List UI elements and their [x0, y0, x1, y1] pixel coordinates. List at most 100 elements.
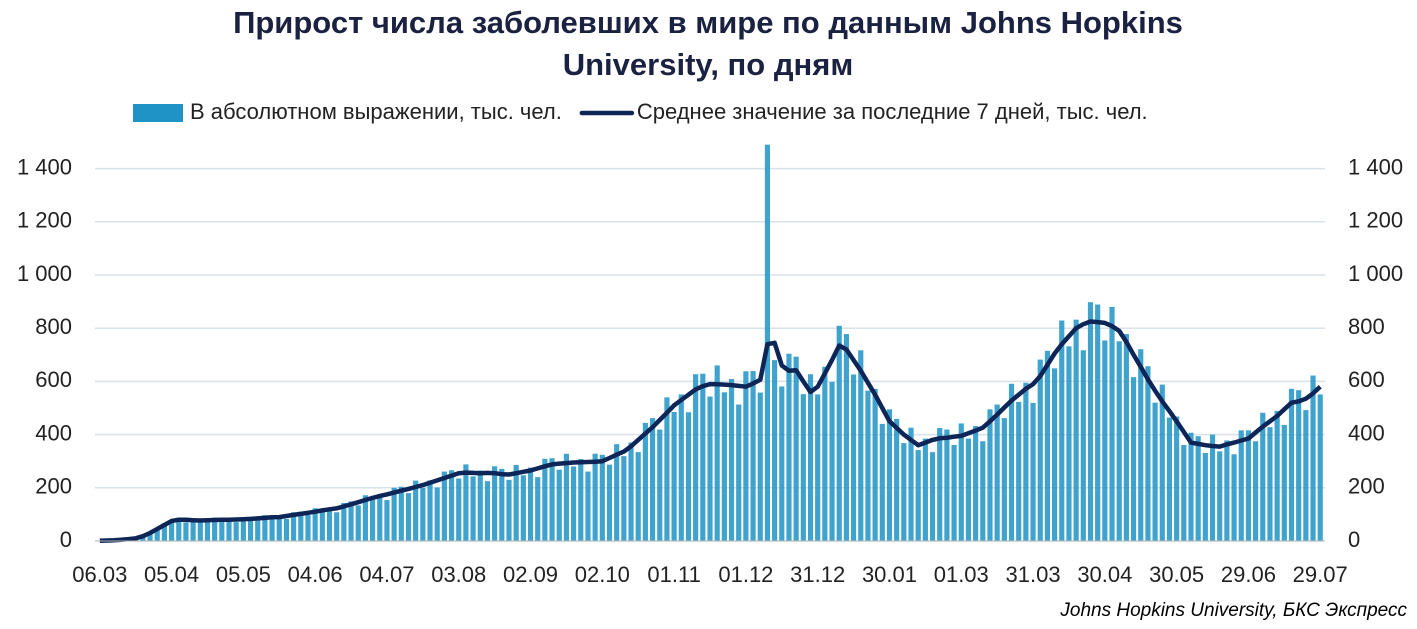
bar — [894, 418, 900, 541]
bar — [391, 487, 397, 541]
x-tick-label: 01.11 — [647, 562, 700, 587]
bar — [571, 466, 577, 541]
bar — [1238, 430, 1244, 541]
bar — [965, 438, 972, 541]
bar — [1260, 412, 1266, 541]
bar — [1288, 388, 1295, 541]
bar — [1102, 340, 1108, 541]
bar — [341, 502, 347, 541]
y2-tick-label: 1 200 — [1348, 208, 1403, 233]
bar — [197, 518, 203, 541]
x-tick-label: 01.12 — [718, 562, 773, 587]
bar — [757, 392, 763, 541]
bar — [1296, 390, 1302, 541]
bar — [929, 452, 936, 541]
y-tick-label: 200 — [35, 474, 72, 499]
bar — [262, 515, 268, 541]
bar — [750, 371, 756, 541]
bar — [1202, 452, 1208, 541]
x-tick-label: 04.07 — [359, 562, 414, 587]
y-tick-label: 800 — [35, 314, 72, 339]
bar — [1181, 444, 1187, 541]
bar — [154, 530, 160, 541]
bar — [492, 466, 498, 541]
bar — [542, 458, 548, 541]
y-tick-label: 1 400 — [17, 154, 72, 179]
bar — [786, 353, 792, 541]
bar — [973, 426, 979, 541]
line — [99, 319, 1322, 543]
bar — [1080, 350, 1086, 541]
bar — [1317, 394, 1323, 541]
bar — [1152, 402, 1158, 541]
bar — [1087, 302, 1094, 541]
x-tick-label: 02.09 — [503, 562, 558, 587]
bar — [1174, 416, 1180, 541]
bar — [858, 350, 864, 541]
bar — [671, 411, 677, 541]
bar — [1052, 368, 1058, 541]
bar — [1073, 319, 1079, 541]
bar — [520, 475, 526, 541]
y2-tick-label: 200 — [1348, 474, 1385, 499]
bar — [908, 427, 914, 541]
bar — [563, 453, 570, 541]
bar — [348, 501, 354, 541]
bar — [657, 429, 663, 541]
x-tick-label: 01.03 — [934, 562, 989, 587]
bar — [298, 511, 304, 541]
bar — [204, 521, 211, 541]
bar — [700, 373, 706, 541]
bar — [1217, 451, 1223, 541]
bar — [233, 522, 239, 541]
x-tick-label: 05.04 — [144, 562, 199, 587]
bar — [614, 444, 620, 541]
bar — [1016, 401, 1022, 541]
bar — [578, 459, 584, 541]
bar — [879, 423, 885, 541]
bar — [1037, 359, 1043, 541]
legend-label: Среднее значение за последние 7 дней, ты… — [637, 99, 1148, 124]
bar — [793, 356, 799, 541]
bar — [1138, 349, 1144, 541]
bar — [384, 500, 390, 541]
bar — [247, 517, 254, 541]
bar — [212, 517, 218, 541]
bar — [850, 374, 857, 541]
bar — [312, 508, 318, 541]
bar — [176, 518, 182, 541]
bar — [649, 418, 656, 541]
bar — [305, 514, 311, 541]
y2-tick-label: 800 — [1348, 314, 1385, 339]
bar — [901, 443, 907, 541]
bar — [456, 478, 462, 541]
bar — [915, 450, 921, 541]
bar — [815, 394, 821, 541]
bar — [635, 452, 641, 541]
y2-tick-label: 400 — [1348, 420, 1385, 445]
bar — [463, 464, 469, 541]
bar — [1245, 430, 1252, 541]
bar — [1253, 441, 1259, 541]
bar — [1281, 425, 1287, 541]
bar — [1224, 440, 1230, 541]
bar — [276, 515, 282, 541]
bar — [1123, 334, 1129, 541]
x-tick-label: 30.01 — [862, 562, 917, 587]
bar — [592, 453, 598, 541]
bar — [800, 394, 806, 541]
bar — [1044, 350, 1050, 541]
bar — [477, 470, 483, 541]
bar — [886, 409, 893, 541]
x-tick-label: 06.03 — [72, 562, 127, 587]
bar — [1023, 382, 1029, 541]
bar — [226, 518, 232, 541]
bar — [377, 494, 383, 541]
bar — [1145, 366, 1151, 541]
bar — [441, 471, 447, 541]
bar — [506, 479, 512, 541]
y2-tick-label: 1 400 — [1348, 154, 1403, 179]
bar — [822, 366, 828, 541]
bar — [736, 404, 742, 541]
bar — [721, 392, 727, 541]
